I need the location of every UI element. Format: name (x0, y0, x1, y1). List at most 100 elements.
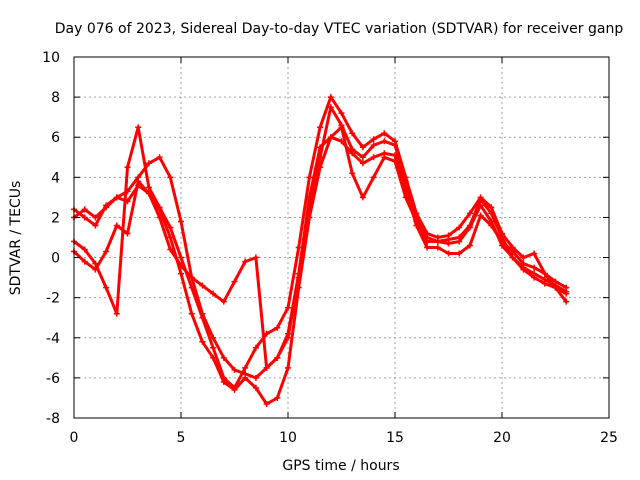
data-point (541, 276, 548, 283)
data-point (370, 154, 377, 161)
y-tick-label: 0 (51, 251, 60, 267)
y-tick-label: 8 (51, 90, 60, 106)
data-point (456, 238, 463, 245)
data-point (242, 374, 249, 381)
data-point (520, 254, 527, 261)
data-point (359, 144, 366, 151)
data-point (81, 206, 88, 213)
y-tick-label: 2 (51, 210, 60, 226)
data-point (188, 274, 195, 281)
data-point (563, 298, 570, 305)
data-point (509, 254, 516, 261)
data-point (199, 338, 206, 345)
data-point (466, 242, 473, 249)
data-point (92, 266, 99, 273)
data-point (392, 158, 398, 165)
data-point (156, 154, 163, 161)
y-axis-label: SDTVAR / TECUs (8, 181, 24, 296)
data-point (210, 344, 217, 351)
data-point (327, 134, 334, 141)
data-point (178, 218, 184, 225)
tick-layer: 0 5 10 15 20 25 -8 -6 -4 -2 0 2 4 6 8 10 (42, 50, 618, 446)
data-point (274, 394, 281, 401)
data-point (242, 258, 249, 265)
data-point (445, 240, 452, 247)
data-point (135, 182, 142, 189)
data-point (231, 366, 238, 373)
chart-title: Day 076 of 2023, Sidereal Day-to-day VTE… (55, 21, 624, 37)
data-point (541, 270, 548, 277)
y-tick-label: -4 (46, 331, 60, 347)
x-tick-label: 25 (600, 430, 618, 446)
data-point (520, 264, 527, 271)
data-point (392, 138, 398, 145)
data-point (167, 224, 174, 231)
x-tick-label: 5 (177, 430, 186, 446)
data-point (252, 384, 259, 391)
data-point (306, 174, 313, 181)
data-point (113, 222, 120, 229)
data-point (509, 248, 516, 255)
x-tick-label: 0 (70, 430, 79, 446)
data-point (359, 194, 366, 201)
data-point (381, 154, 388, 161)
data-point (124, 198, 131, 205)
data-point (327, 94, 334, 101)
data-point (156, 214, 163, 221)
data-point (210, 354, 217, 361)
data-point (445, 232, 452, 239)
data-point (445, 250, 452, 257)
data-point (381, 138, 388, 145)
data-point (274, 354, 281, 361)
data-point (370, 174, 377, 181)
data-point (113, 310, 120, 317)
data-point (338, 124, 345, 131)
data-point (220, 298, 227, 305)
data-point (167, 234, 174, 241)
y-tick-label: 10 (42, 50, 60, 66)
data-point (145, 184, 152, 191)
data-point (531, 264, 538, 271)
data-point (488, 204, 495, 211)
data-point (370, 136, 377, 143)
data-point (392, 152, 398, 159)
x-tick-label: 20 (493, 430, 511, 446)
data-point (424, 230, 431, 237)
data-point (135, 124, 142, 131)
data-point (188, 284, 195, 291)
data-point (349, 130, 356, 137)
y-tick-label: 4 (51, 170, 60, 186)
data-point (178, 270, 184, 277)
data-point (531, 250, 538, 257)
data-point (220, 378, 227, 385)
data-point (434, 238, 441, 245)
data-point (295, 270, 302, 277)
data-point (81, 246, 88, 253)
data-point (285, 330, 291, 337)
data-point (477, 194, 484, 201)
data-point (285, 364, 291, 371)
data-point (113, 194, 120, 201)
data-point (317, 164, 324, 171)
data-point (499, 242, 505, 249)
data-point (199, 314, 206, 321)
data-point (402, 194, 409, 201)
data-point (92, 222, 99, 229)
data-point (167, 174, 174, 181)
data-point (188, 310, 195, 317)
data-point (359, 160, 366, 167)
data-point (381, 130, 388, 137)
data-point (252, 374, 259, 381)
series-track-d (71, 124, 570, 371)
data-point (81, 214, 88, 221)
data-point (477, 212, 484, 219)
data-point (499, 230, 505, 237)
x-tick-label: 15 (386, 430, 404, 446)
data-point (103, 284, 110, 291)
data-point (306, 194, 313, 201)
data-point (424, 238, 431, 245)
data-point (552, 282, 559, 289)
data-point (531, 270, 538, 277)
series-layer (71, 94, 570, 407)
